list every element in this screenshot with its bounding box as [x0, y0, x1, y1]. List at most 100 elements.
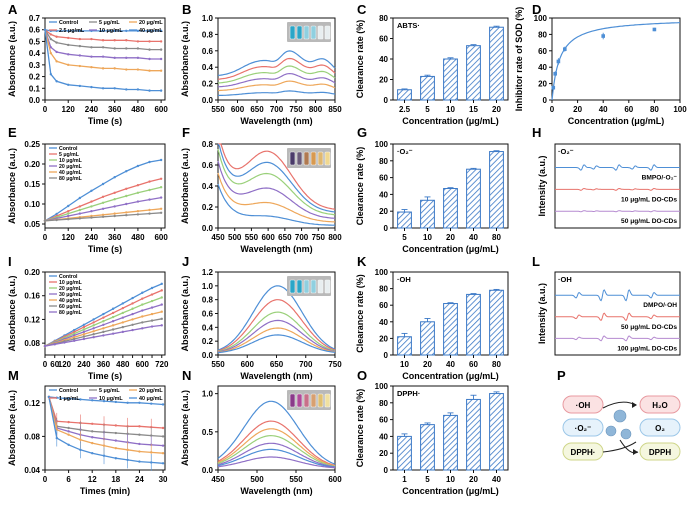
data-point — [79, 398, 82, 401]
data-point — [150, 306, 154, 309]
y-tick-label: 0.6 — [202, 47, 214, 56]
data-point — [160, 296, 163, 299]
spectrum-line-5 — [217, 183, 335, 226]
data-point — [90, 205, 93, 208]
data-point — [102, 399, 106, 403]
data-point — [92, 336, 95, 339]
y-tick-label: 0.04 — [24, 466, 40, 475]
esr-trace-label: 100 μg/mL DO-CDs — [617, 345, 677, 352]
data-point — [67, 426, 70, 430]
data-point — [102, 312, 105, 316]
data-point — [101, 55, 105, 58]
data-point — [150, 293, 154, 296]
legend-label: 10 μg/mL — [99, 28, 123, 34]
y-axis-label: Absorbance (a.u.) — [7, 21, 17, 97]
y-tick-label: 20 — [538, 80, 547, 89]
data-point — [101, 213, 105, 216]
data-point — [159, 211, 163, 214]
data-point — [72, 336, 76, 339]
data-point — [55, 80, 58, 83]
data-point — [113, 205, 116, 208]
data-point — [141, 303, 144, 306]
product-pill — [639, 442, 681, 461]
spectrum-line-1 — [217, 143, 336, 213]
data-point — [67, 430, 70, 433]
x-tick-label: 60 — [624, 105, 633, 114]
data-point — [148, 188, 151, 192]
data-point — [101, 87, 105, 90]
vial — [324, 151, 331, 166]
panel-label-e: E — [8, 125, 17, 140]
x-tick-label: 5 — [425, 475, 430, 484]
product-label: DPPH — [649, 448, 671, 457]
bar-10 — [420, 199, 435, 229]
spectrum-line-3 — [217, 319, 336, 353]
data-point — [601, 34, 605, 38]
vial — [303, 393, 310, 408]
vial — [317, 25, 324, 40]
data-point — [92, 324, 95, 327]
data-point — [150, 299, 154, 303]
data-point — [150, 286, 154, 290]
data-point — [113, 56, 116, 60]
x-axis-label: Wavelength (nm) — [240, 116, 312, 126]
bar-5 — [397, 211, 412, 229]
data-point — [92, 321, 95, 324]
data-point — [114, 457, 118, 460]
data-point — [113, 67, 116, 70]
x-tick-label: 40 — [446, 360, 455, 369]
data-point — [111, 307, 115, 310]
legend-label: 1 μg/mL — [59, 396, 80, 402]
legend-label: 20 μg/mL — [59, 164, 83, 170]
legend-label: 10 μg/mL — [99, 396, 123, 402]
vial — [289, 151, 296, 166]
x-tick-label: 20 — [469, 475, 478, 484]
spectrum-line-0 — [217, 285, 336, 351]
data-point — [113, 47, 116, 50]
carbon-dot — [620, 428, 632, 440]
bar-annotation: ·O₂⁻ — [397, 147, 413, 156]
x-tick-label: 60 — [469, 360, 478, 369]
bar-annotation: ABTS· — [397, 21, 420, 30]
bar-1 — [397, 435, 412, 471]
x-tick-label: 2.5 — [399, 105, 411, 114]
data-point — [55, 50, 58, 54]
data-point — [67, 36, 70, 40]
bar-annotation: DPPH· — [397, 389, 420, 398]
legend-label: Control — [59, 146, 78, 152]
data-point — [556, 59, 561, 64]
bar-10 — [397, 336, 412, 356]
data-point — [553, 71, 557, 76]
data-point — [111, 324, 115, 327]
data-point — [90, 66, 93, 69]
data-point — [159, 158, 163, 162]
data-point — [43, 344, 47, 348]
series-line-5 — [44, 29, 162, 92]
data-point — [82, 333, 86, 336]
x-tick-label: 240 — [85, 105, 99, 114]
vials-photo-inset — [287, 390, 331, 410]
data-point — [102, 320, 105, 323]
y-tick-label: 1.2 — [202, 268, 214, 277]
y-tick-label: 0 — [384, 96, 389, 105]
data-point — [136, 191, 140, 194]
data-point — [159, 40, 163, 43]
data-point — [114, 424, 118, 427]
data-point — [136, 40, 140, 43]
x-tick-label: 30 — [159, 475, 168, 484]
x-tick-label: 800 — [309, 105, 323, 114]
x-tick-label: 15 — [469, 105, 478, 114]
esr-trace-label: 10 μg/mL DO-CDs — [621, 196, 677, 203]
data-point — [131, 302, 134, 305]
data-point — [67, 397, 70, 400]
x-tick-label: 100 — [673, 105, 687, 114]
data-point — [49, 46, 53, 49]
x-tick-label: 720 — [155, 360, 169, 369]
spectrum-line-2 — [217, 428, 336, 467]
panel-label-j: J — [182, 254, 189, 269]
y-tick-label: 0.0 — [202, 224, 214, 233]
data-point — [159, 207, 163, 210]
x-tick-label: 360 — [108, 105, 122, 114]
x-tick-label: 650 — [250, 105, 264, 114]
data-point — [90, 189, 93, 192]
